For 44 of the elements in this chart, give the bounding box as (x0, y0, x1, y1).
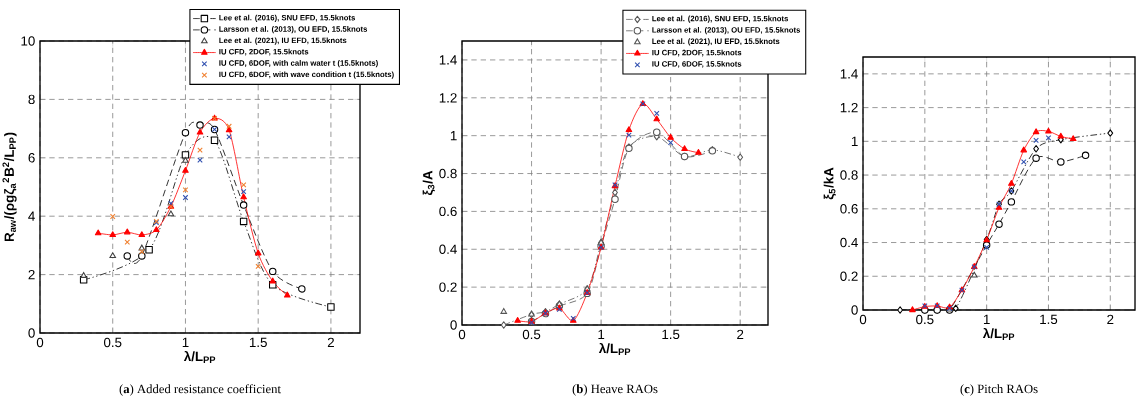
x-tick-label: 0 (36, 337, 44, 348)
text: (b) Heave RAOs (572, 384, 658, 396)
y-tick-label: 1.4 (840, 69, 858, 79)
y-tick-label: 0.4 (840, 237, 858, 248)
y-tick-label: 1.4 (439, 55, 457, 65)
y-tick-label: 1 (450, 131, 457, 141)
y-tick-label: 8 (28, 94, 35, 105)
y-tick-label: 6 (28, 153, 35, 163)
y-tick-label: 1 (851, 136, 858, 146)
x-tick-label: 1 (598, 329, 605, 339)
y-tick-label: 0.2 (840, 271, 858, 281)
text: R$_{aw}$/(ρgζ$_{a}$$^{2}$B$^{2}$/L$_{PP}$) (2, 132, 17, 242)
y-tick-label: 0.4 (439, 244, 457, 254)
y-tick-label: 0 (851, 305, 858, 315)
x-tick-label: 1 (182, 337, 189, 347)
y-tick-label: 0.8 (439, 168, 457, 179)
x-tick-label: 1.5 (249, 337, 267, 348)
x-tick-label: 2 (327, 337, 334, 348)
x-tick-label: 0 (859, 314, 867, 325)
y-axis-title: ξ$_{3}$/A (422, 170, 435, 196)
x-axis-title: λ/L$_{PP}$ (598, 342, 631, 355)
x-tick-label: 0.5 (103, 337, 122, 348)
x-tick-label: 2 (737, 329, 744, 340)
x-tick-label: 1.5 (662, 329, 680, 340)
y-axis-title: ξ$_{5}$/kA (823, 167, 836, 200)
y-tick-label: 0.2 (439, 282, 457, 292)
text: (c) Pitch RAOs (960, 384, 1038, 396)
x-tick-label: 1.5 (1040, 314, 1058, 325)
x-tick-label: 0.5 (916, 314, 934, 325)
y-tick-label: 1.2 (439, 93, 457, 103)
y-tick-label: 0.6 (840, 204, 858, 214)
x-tick-label: 1 (983, 314, 990, 324)
x-tick-label: 0 (458, 329, 466, 340)
x-tick-label: 0.5 (522, 329, 541, 340)
y-tick-label: 0.6 (439, 206, 457, 217)
x-axis-title: λ/L$_{PP}$ (982, 327, 1015, 340)
text: (a) Added resistance coefficient (119, 384, 281, 396)
y-tick-label: 10 (21, 36, 35, 46)
y-tick-label: 1.2 (840, 102, 858, 113)
y-tick-label: 0.8 (840, 170, 858, 180)
y-tick-label: 2 (28, 269, 35, 280)
x-tick-label: 2 (1107, 314, 1114, 325)
y-tick-label: 4 (28, 211, 35, 221)
x-axis-title: λ/L$_{PP}$ (183, 350, 216, 363)
